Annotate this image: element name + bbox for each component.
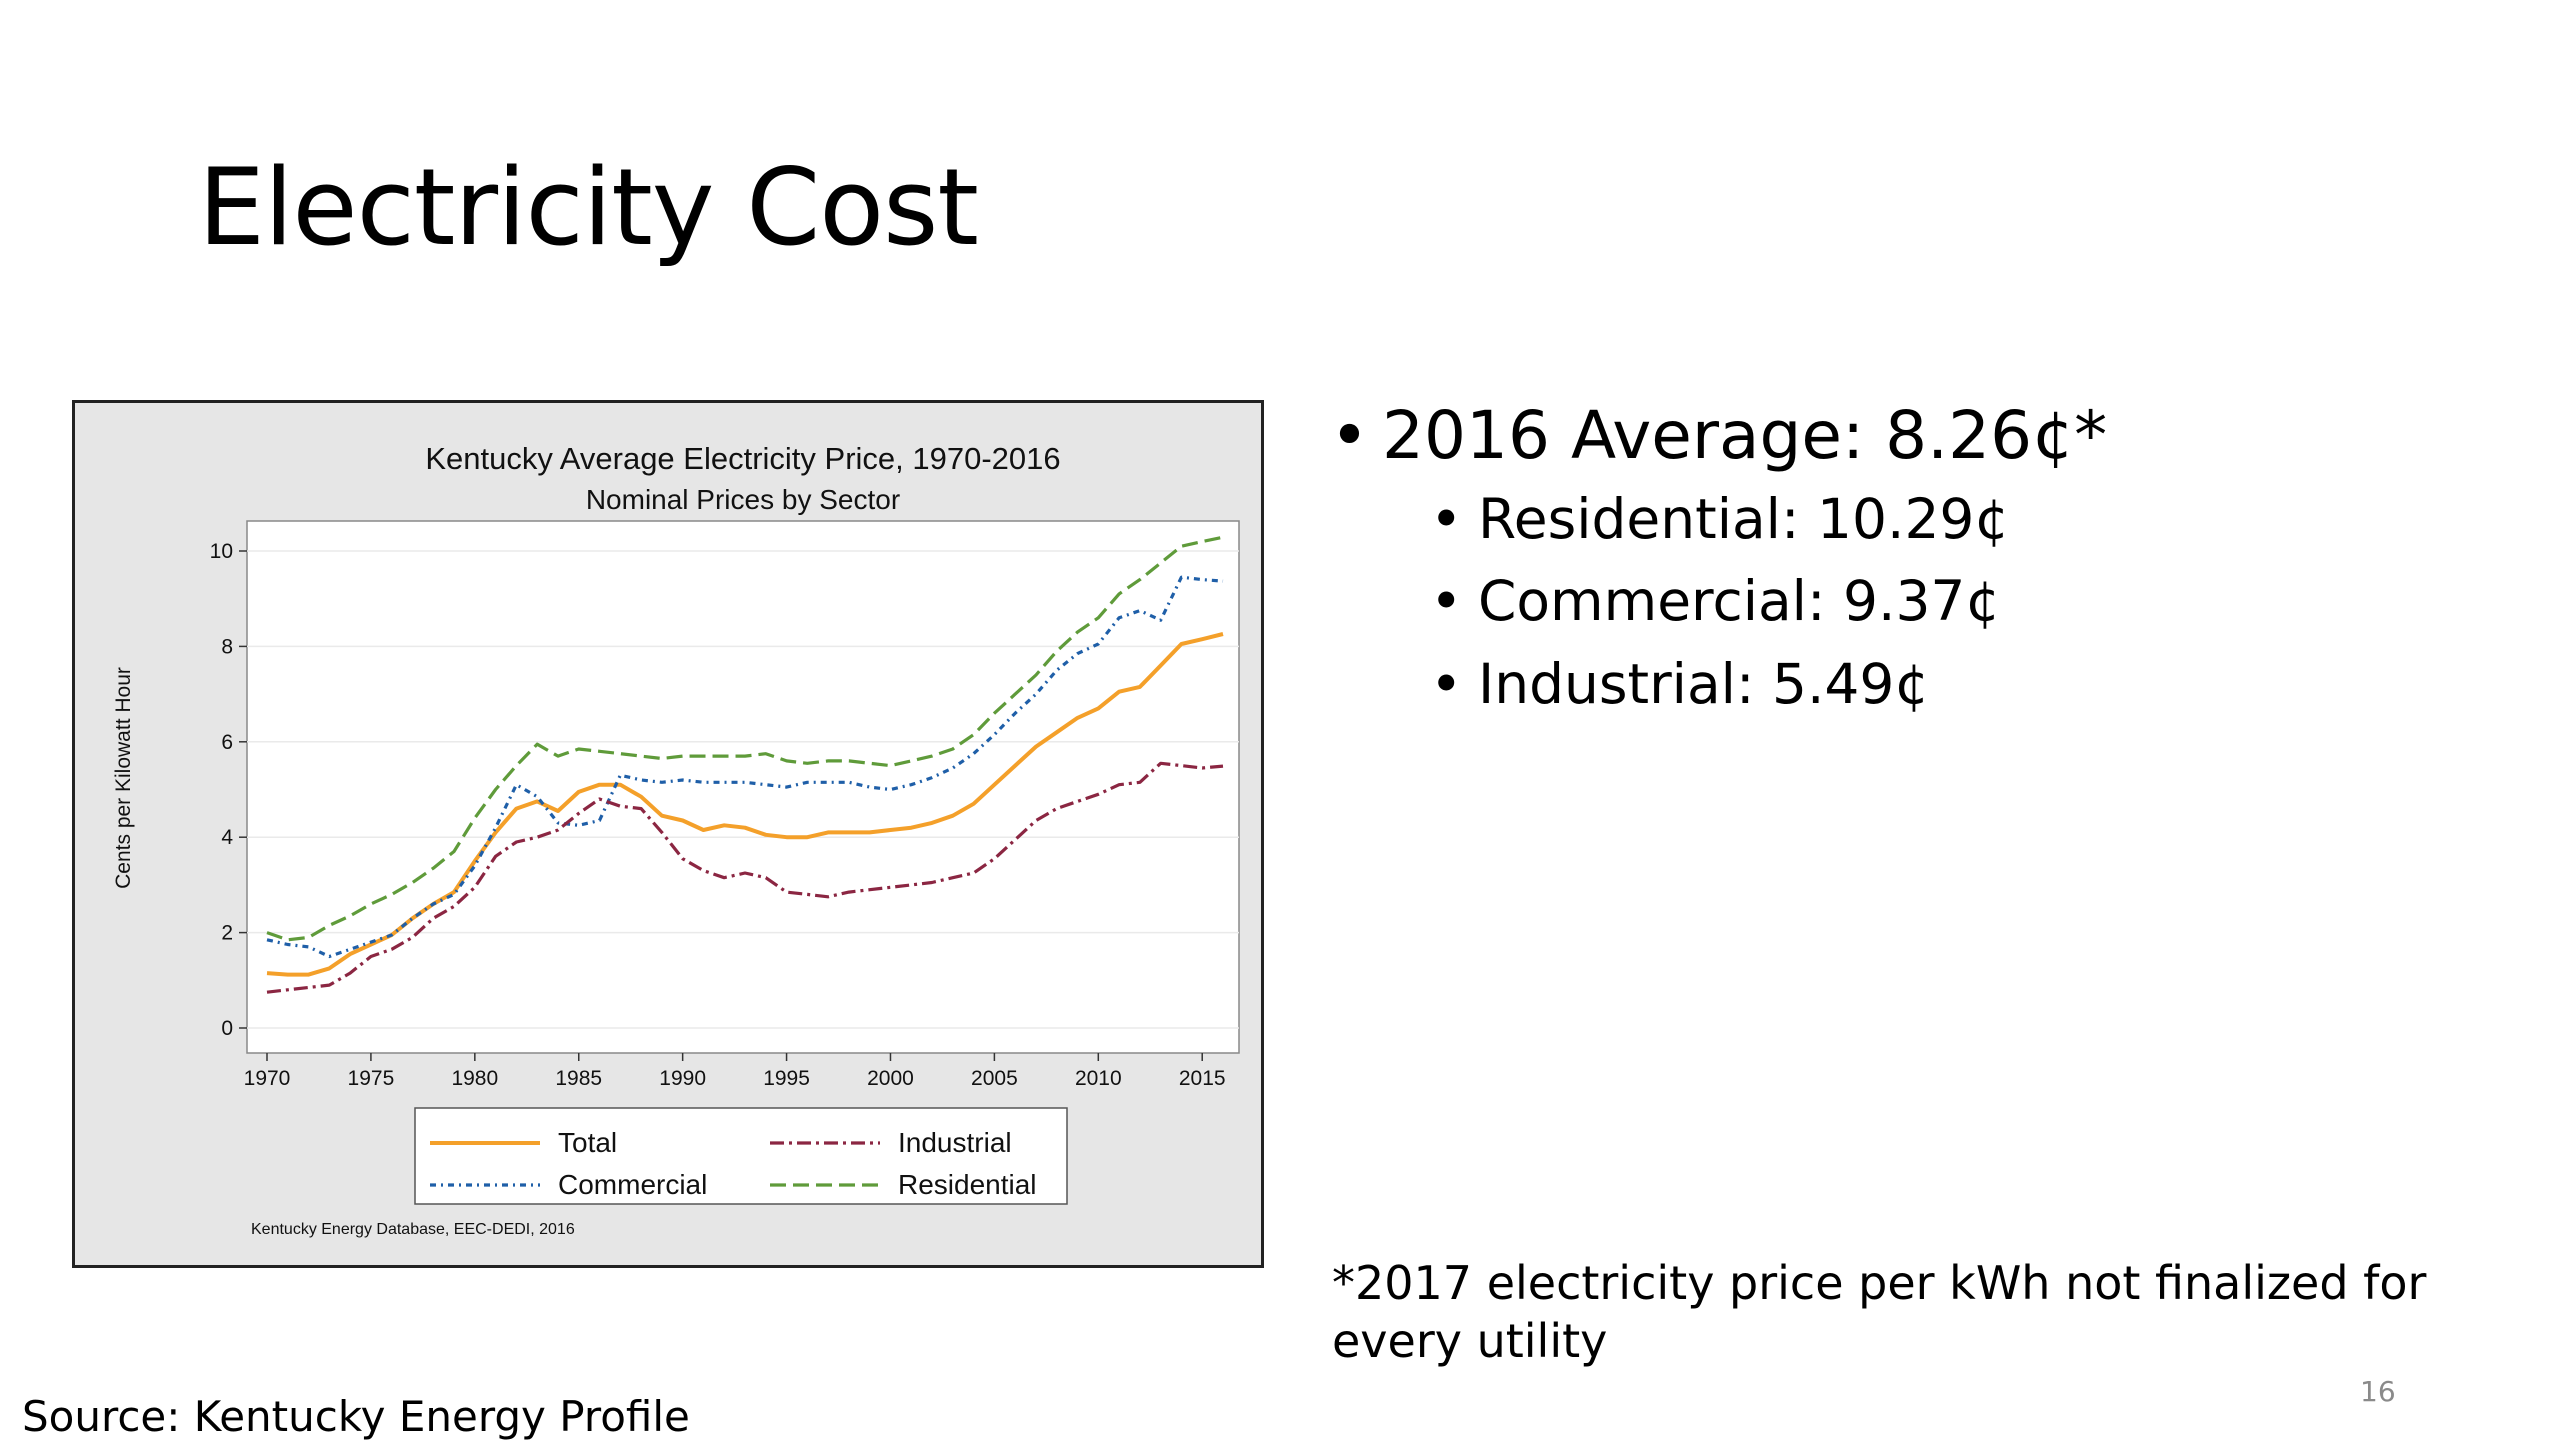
legend: Total Industrial Commercial Residential (414, 1107, 1068, 1205)
plot-area (246, 520, 1240, 1054)
y-tick-label: 4 (221, 826, 233, 849)
bullet-main: • 2016 Average: 8.26¢* (1330, 395, 2480, 478)
axes: 0 2 4 6 8 10 1970 1975 1980 1985 1990 1995 2000 2005 2… (210, 540, 1226, 1090)
bullet-sub-residential: • Residential: 10.29¢ (1430, 478, 2480, 561)
x-tick-label: 2015 (1179, 1067, 1226, 1090)
grid-lines (247, 550, 1239, 1029)
legend-label-industrial: Industrial (898, 1127, 1012, 1158)
bullet-sub-text: Industrial: 5.49¢ (1478, 651, 1930, 716)
bullet-sub-industrial: • Industrial: 5.49¢ (1430, 643, 2480, 726)
x-tick-label: 2000 (867, 1067, 914, 1090)
bullet-sub-text: Residential: 10.29¢ (1478, 486, 2010, 551)
series-line-commercial (266, 575, 1224, 959)
x-tick-label: 2010 (1075, 1067, 1122, 1090)
bullet-dot: • (1430, 651, 1463, 716)
legend-label-commercial: Commercial (558, 1169, 707, 1200)
y-tick-label: 8 (221, 635, 233, 658)
bullet-dot: • (1430, 569, 1463, 633)
footnote: *2017 electricity price per kWh not fina… (1332, 1256, 2427, 1368)
y-tick-label: 6 (221, 731, 233, 754)
x-tick-label: 2005 (971, 1067, 1018, 1090)
page-number: 16 (2360, 1375, 2396, 1408)
x-tick-label: 1985 (555, 1067, 602, 1090)
bullet-list: • 2016 Average: 8.26¢* • Residential: 10… (1330, 395, 2480, 725)
y-tick-label: 0 (221, 1017, 233, 1040)
bullet-main-text: 2016 Average: 8.26¢* (1382, 397, 2108, 474)
chart-title: Kentucky Average Electricity Price, 1970… (425, 441, 1060, 476)
chart-subtitle: Nominal Prices by Sector (586, 484, 900, 515)
y-axis-label: Cents per Kilowatt Hour (112, 667, 135, 889)
series-line-industrial (266, 761, 1224, 994)
x-tick-label: 1980 (451, 1067, 498, 1090)
chart-source-note: Kentucky Energy Database, EEC-DEDI, 2016 (251, 1221, 575, 1238)
bullet-sub-text: Commercial: 9.37¢ (1478, 569, 2001, 633)
legend-label-residential: Residential (898, 1169, 1037, 1200)
slide-title: Electricity Cost (198, 146, 979, 269)
x-tick-label: 1970 (244, 1067, 291, 1090)
x-tick-label: 1995 (763, 1067, 810, 1090)
legend-label-total: Total (558, 1127, 617, 1158)
bullet-dot: • (1330, 397, 1369, 474)
y-tick-label: 10 (210, 540, 233, 563)
legend-box (414, 1107, 1068, 1205)
chart-panel: Kentucky Average Electricity Price, 1970… (72, 400, 1264, 1268)
series-line-residential (266, 535, 1224, 942)
bullet-sub-commercial: • Commercial: 9.37¢ (1430, 560, 2480, 643)
legend-entries: Total Industrial Commercial Residential (430, 1127, 1037, 1200)
x-tick-label: 1990 (659, 1067, 706, 1090)
bullet-dot: • (1430, 486, 1463, 551)
source-note: Source: Kentucky Energy Profile (22, 1392, 690, 1441)
line-chart: Kentucky Average Electricity Price, 1970… (112, 441, 1240, 1238)
x-tick-label: 1975 (348, 1067, 395, 1090)
y-tick-label: 2 (221, 922, 233, 945)
series-lines (266, 535, 1224, 994)
